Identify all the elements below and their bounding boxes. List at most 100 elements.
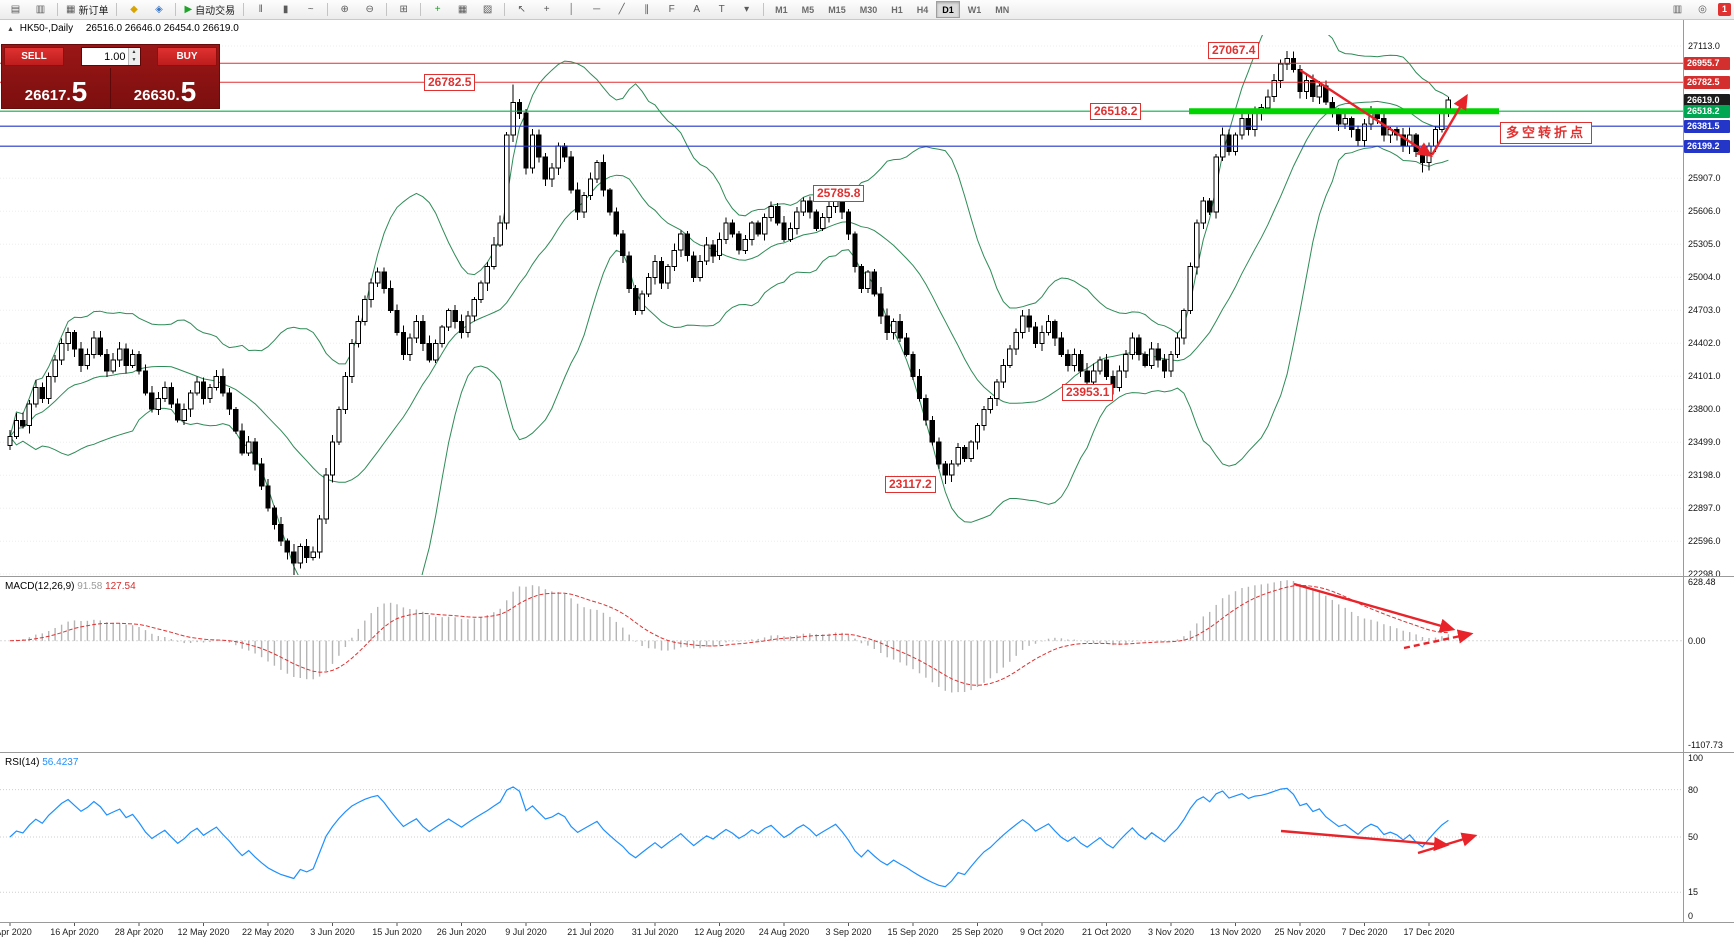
buy-price[interactable]: 26630. 5 xyxy=(111,68,219,108)
sell-price[interactable]: 26617. 5 xyxy=(2,68,111,108)
bollinger-bands xyxy=(9,35,1449,575)
timeframe-button-m30[interactable]: M30 xyxy=(859,4,878,15)
timeframe-button-h1[interactable]: H1 xyxy=(891,4,903,15)
buy-price-big-digit: 5 xyxy=(180,76,197,108)
chart-ohlc-values: 26516.0 26646.0 26454.0 26619.0 xyxy=(85,23,239,34)
volume-input[interactable]: 1.00 ▲ ▼ xyxy=(80,47,141,66)
rsi-panel-splitter[interactable] xyxy=(0,752,1734,753)
macd-main-value: 91.58 xyxy=(77,581,103,592)
new-chart-icon-glyph: ▤ xyxy=(10,3,21,15)
timeframe-button-w1[interactable]: W1 xyxy=(967,4,982,15)
new-order-button[interactable]: ▦ 新订单 xyxy=(62,1,112,19)
bars-chart-icon[interactable]: ‖ xyxy=(248,1,273,19)
bollinger-middle xyxy=(9,100,1449,483)
text-tool-icon-glyph: A xyxy=(693,3,700,15)
timeframe-button-h4[interactable]: H4 xyxy=(916,4,929,15)
timeframe-button-mn[interactable]: MN xyxy=(995,4,1010,15)
label-tool-icon[interactable]: T xyxy=(709,1,734,19)
metaeditor-icon-glyph: ◆ xyxy=(130,3,138,15)
trendline-icon[interactable]: ╱ xyxy=(609,1,634,19)
crosshair-icon[interactable]: + xyxy=(534,1,559,19)
toolbar-separator xyxy=(57,3,58,16)
macd-arrow-dashed[interactable] xyxy=(1403,629,1474,650)
tile-windows-icon[interactable]: ⊞ xyxy=(391,1,416,19)
volume-down-icon[interactable]: ▼ xyxy=(128,56,140,65)
line-chart-icon-glyph: ~ xyxy=(307,3,314,15)
channel-icon[interactable]: ∥ xyxy=(634,1,659,19)
shapes-dropdown-icon[interactable]: ▾ xyxy=(734,1,759,19)
buy-price-main: 26630. xyxy=(133,86,180,104)
zoom-in-icon-glyph: ⊕ xyxy=(340,3,349,15)
zoom-in-icon[interactable]: ⊕ xyxy=(332,1,357,19)
macd-signal-line xyxy=(9,584,1449,686)
trendline-icon-glyph: ╱ xyxy=(618,3,625,15)
sell-button[interactable]: SELL xyxy=(4,47,64,66)
turning-point-annotation[interactable]: 多空转折点 xyxy=(1500,122,1593,144)
rsi-value: 56.4237 xyxy=(42,757,79,768)
metaeditor-icon[interactable]: ◆ xyxy=(121,1,146,19)
alerts-icon[interactable]: ▥ xyxy=(1665,1,1690,19)
autotrading-button-label: 自动交易 xyxy=(195,6,236,17)
new-chart-icon[interactable]: ▤ xyxy=(3,1,28,19)
rsi-name: RSI(14) xyxy=(5,757,40,768)
options-icon[interactable]: ◈ xyxy=(146,1,171,19)
periods-icon-glyph: ▦ xyxy=(457,3,468,15)
bars-chart-icon-glyph: ‖ xyxy=(258,3,263,15)
macd-arrow-down[interactable] xyxy=(1293,582,1456,633)
volume-wrap: 1.00 ▲ ▼ xyxy=(66,45,155,68)
volume-value[interactable]: 1.00 xyxy=(104,50,126,63)
rsi-arrow-down[interactable] xyxy=(1280,829,1450,852)
timeframe-button-m15[interactable]: M15 xyxy=(828,4,846,15)
autotrading-glyph: ▶ xyxy=(184,3,193,15)
macd-signal-value: 127.54 xyxy=(105,581,136,592)
toolbar-separator xyxy=(763,3,765,16)
timeframe-button-d1[interactable]: D1 xyxy=(936,1,960,18)
crosshair-icon-glyph: + xyxy=(543,3,550,15)
buy-button[interactable]: BUY xyxy=(157,47,217,66)
timeframe-button-m1[interactable]: M1 xyxy=(775,4,788,15)
toolbar-separator xyxy=(327,3,329,16)
macd-panel-splitter[interactable] xyxy=(0,576,1734,577)
rsi-indicator-label: RSI(14) 56.4237 xyxy=(5,757,78,768)
channel-icon-glyph: ∥ xyxy=(644,3,650,15)
trend-arrow-up[interactable] xyxy=(1430,93,1468,156)
vertical-line-icon-glyph: │ xyxy=(568,3,575,15)
options-icon-glyph: ◈ xyxy=(155,3,163,15)
fibonacci-icon[interactable]: F xyxy=(659,1,684,19)
vertical-line-icon[interactable]: │ xyxy=(559,1,584,19)
notification-badge[interactable]: 1 xyxy=(1717,3,1731,16)
trend-arrow-down[interactable] xyxy=(1299,68,1434,157)
search-icon[interactable]: ◎ xyxy=(1690,1,1715,19)
horizontal-line-icon[interactable]: ─ xyxy=(584,1,609,19)
autotrading-button[interactable]: ▶ 自动交易 xyxy=(180,1,239,19)
line-chart-icon[interactable]: ~ xyxy=(298,1,323,19)
macd-name: MACD(12,26,9) xyxy=(5,581,75,592)
volume-up-icon[interactable]: ▲ xyxy=(128,48,140,57)
profiles-icon[interactable]: ▥ xyxy=(28,1,53,19)
toolbar-separator xyxy=(116,3,118,16)
periods-icon[interactable]: ▦ xyxy=(450,1,475,19)
chart-title: ▲ HK50-,Daily 26516.0 26646.0 26454.0 26… xyxy=(7,23,239,34)
bollinger-upper xyxy=(9,35,1449,437)
templates-icon[interactable]: ▨ xyxy=(475,1,500,19)
indicators-icon-glyph: + xyxy=(434,3,441,15)
rsi-arrow-up[interactable] xyxy=(1417,832,1478,855)
toolbar-separator xyxy=(175,3,177,16)
new-order-glyph: ▦ xyxy=(66,3,76,15)
horizontal-line-icon-glyph: ─ xyxy=(593,3,601,15)
alerts-icon-glyph: ▥ xyxy=(1672,3,1683,15)
timeframe-button-m5[interactable]: M5 xyxy=(801,4,815,15)
zoom-out-icon[interactable]: ⊖ xyxy=(357,1,382,19)
toolbar-separator xyxy=(420,3,422,16)
cursor-icon[interactable]: ↖ xyxy=(509,1,534,19)
text-tool-icon[interactable]: A xyxy=(684,1,709,19)
toolbar-separator xyxy=(386,3,388,16)
indicators-icon[interactable]: + xyxy=(425,1,450,19)
toolbar-separator xyxy=(504,3,506,16)
volume-stepper[interactable]: ▲ ▼ xyxy=(127,48,140,65)
candlestick-chart-icon[interactable]: ▮ xyxy=(273,1,298,19)
shapes-dropdown-icon-glyph: ▾ xyxy=(744,3,750,15)
search-icon-glyph: ◎ xyxy=(1698,3,1707,15)
macd-histogram xyxy=(15,580,1450,693)
